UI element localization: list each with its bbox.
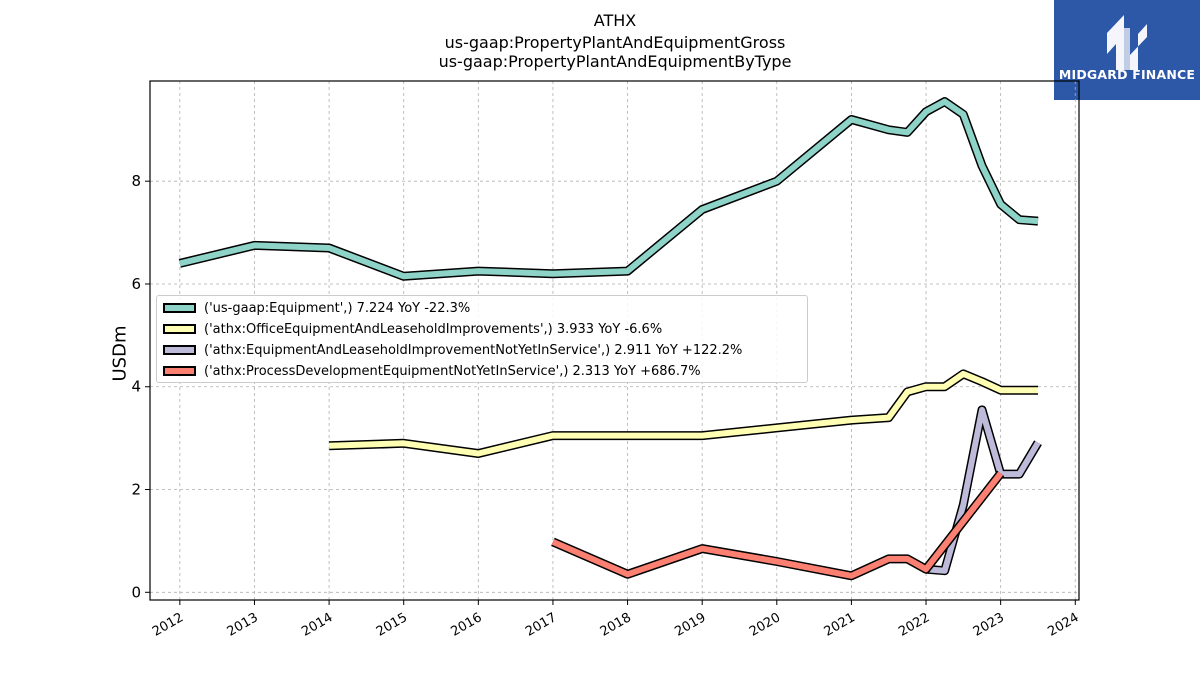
x-tick-label: 2020 [747,610,783,640]
y-tick-label: 8 [131,172,141,190]
midgard-logo-icon [1107,15,1147,70]
series-line-0 [178,97,1039,281]
legend-label: ('athx:EquipmentAndLeaseholdImprovementN… [204,342,743,358]
x-tick-label: 2017 [523,610,559,640]
chart-title-line-3: us-gaap:PropertyPlantAndEquipmentByType [438,52,792,71]
series-line-1 [328,369,1038,458]
y-tick-label: 4 [131,378,141,396]
x-tick-label: 2012 [150,610,186,640]
series-line-2 [925,405,1042,576]
x-tick-label: 2022 [896,610,932,640]
series-fill [925,406,1041,574]
legend-swatch [163,324,196,334]
x-tick-label: 2021 [822,610,858,640]
x-tick-label: 2018 [598,610,634,640]
series-line-3 [551,470,1005,581]
y-tick-label: 2 [131,481,141,499]
x-tick-label: 2015 [374,610,410,640]
chart-title-line-2: us-gaap:PropertyPlantAndEquipmentGross [444,33,786,52]
series-fill [551,471,1004,579]
plot-frame [149,80,1080,601]
legend-swatch [163,366,196,376]
x-tick-label: 2016 [448,610,484,640]
series-layer [178,97,1042,581]
y-tick-label: 6 [131,275,141,293]
series-fill [328,370,1038,457]
chart-legend: ('us-gaap:Equipment',) 7.224 YoY -22.3% … [156,295,808,383]
legend-swatch [163,345,196,355]
x-tick-label: 2024 [1045,610,1081,640]
y-tick-label: 0 [131,583,141,601]
y-axis-label: USDm [109,325,131,382]
legend-swatch [163,303,196,313]
midgard-finance-logo: MIDGARD FINANCE [1054,0,1200,100]
chart-title-line-1: ATHX [593,11,637,30]
x-tick-label: 2014 [299,610,335,640]
legend-item: ('us-gaap:Equipment',) 7.224 YoY -22.3% [163,297,470,319]
series-fill [179,98,1039,280]
legend-item: ('athx:ProcessDevelopmentEquipmentNotYet… [163,360,701,382]
legend-label: ('athx:ProcessDevelopmentEquipmentNotYet… [204,363,701,379]
legend-label: ('us-gaap:Equipment',) 7.224 YoY -22.3% [204,300,471,316]
x-tick-label: 2013 [225,610,261,640]
legend-item: ('athx:EquipmentAndLeaseholdImprovementN… [163,339,742,361]
x-tick-label: 2023 [971,610,1007,640]
legend-item: ('athx:OfficeEquipmentAndLeaseholdImprov… [163,318,662,340]
x-tick-label: 2019 [672,610,708,640]
legend-label: ('athx:OfficeEquipmentAndLeaseholdImprov… [204,321,663,337]
logo-text: MIDGARD FINANCE [1058,67,1196,82]
